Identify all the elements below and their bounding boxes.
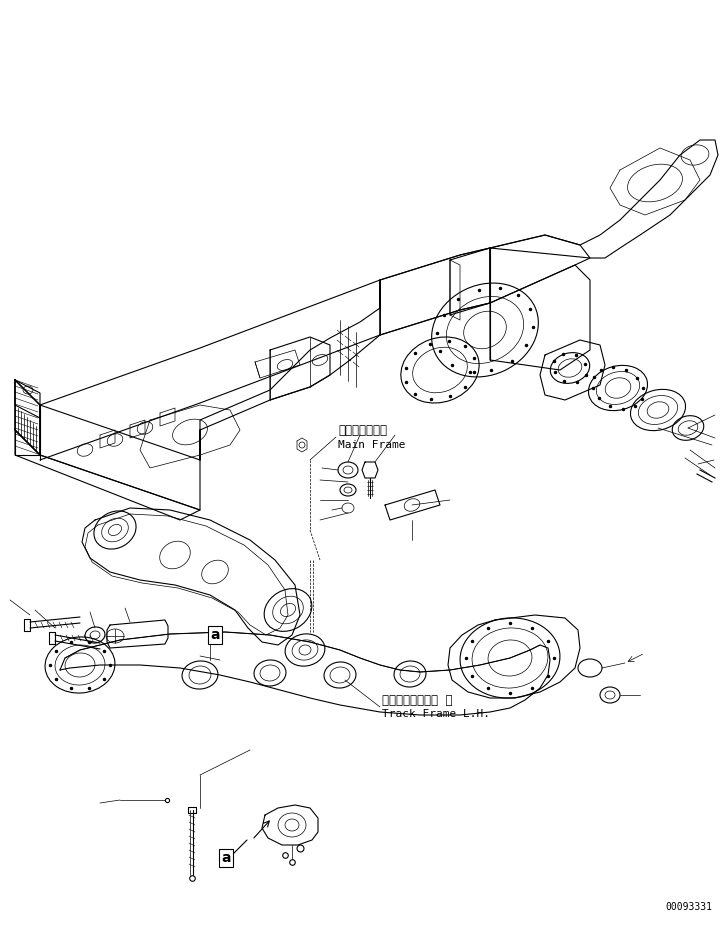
Text: a: a xyxy=(211,628,220,642)
Text: 00093331: 00093331 xyxy=(665,902,712,912)
Text: Track Frame L.H.: Track Frame L.H. xyxy=(382,709,490,719)
Text: Main Frame: Main Frame xyxy=(338,440,405,450)
Text: a: a xyxy=(221,851,231,865)
Text: メインフレーム: メインフレーム xyxy=(338,424,387,437)
Text: トラックフレーム  左: トラックフレーム 左 xyxy=(382,694,453,707)
